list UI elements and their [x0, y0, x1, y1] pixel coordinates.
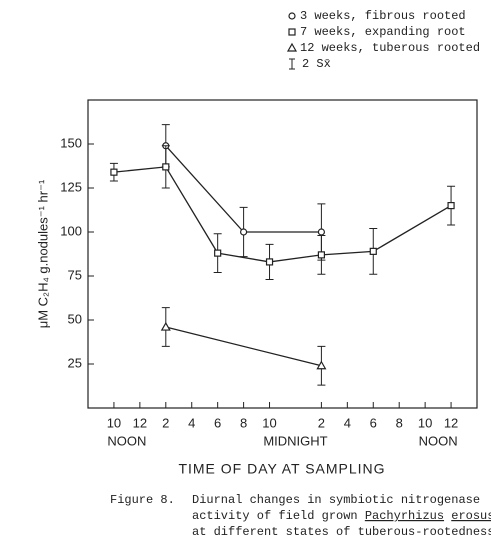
- marker: [160, 321, 171, 331]
- marker: [447, 202, 455, 210]
- marker: [240, 228, 248, 236]
- y-tick-label: 75: [68, 267, 82, 282]
- caption-line: at different states of tuberous-rootedne…: [192, 525, 491, 539]
- x-axis-label: TIME OF DAY AT SAMPLING: [178, 461, 385, 477]
- y-tick-label: 100: [60, 223, 82, 238]
- x-tick-label: 8: [240, 415, 247, 430]
- y-tick-label: 50: [68, 311, 82, 326]
- y-tick-label: 25: [68, 355, 82, 370]
- legend-label: 7 weeks, expanding root: [300, 25, 466, 39]
- marker: [369, 247, 377, 255]
- x-tick-label: 4: [344, 415, 351, 430]
- x-tick-label: 6: [214, 415, 221, 430]
- marker: [286, 42, 298, 52]
- x-tick-label: 12: [133, 415, 147, 430]
- marker: [110, 168, 118, 176]
- plot-frame: [87, 99, 478, 409]
- caption-text: [444, 509, 451, 523]
- x-tick-label: 6: [370, 415, 377, 430]
- caption-line: activity of field grown Pachyrhizus eros…: [192, 509, 491, 523]
- marker: [288, 28, 296, 36]
- x-tick-label: 2: [162, 415, 169, 430]
- caption-line: Diurnal changes in symbiotic nitrogenase: [192, 493, 480, 507]
- y-axis-label: μM C₂H₄ g.nodules⁻¹ hr⁻¹: [35, 179, 50, 328]
- marker: [317, 228, 325, 236]
- x-tick-label: 10: [418, 415, 432, 430]
- x-tick-label: 10: [262, 415, 276, 430]
- series-line: [165, 326, 322, 367]
- caption-text: activity of field grown: [192, 509, 365, 523]
- y-tick-label: 150: [60, 135, 82, 150]
- y-tick-label: 125: [60, 179, 82, 194]
- legend-label: 3 weeks, fibrous rooted: [300, 9, 466, 23]
- marker: [288, 12, 296, 20]
- x-tick-label: 4: [188, 415, 195, 430]
- legend-label: 2 Sx̄: [302, 57, 331, 71]
- x-annotation: NOON: [107, 433, 146, 448]
- x-tick-label: 10: [107, 415, 121, 430]
- marker: [317, 251, 325, 259]
- caption-text: Pachyrhizus: [365, 509, 444, 523]
- caption-text: erosus: [451, 509, 491, 523]
- x-tick-label: 2: [318, 415, 325, 430]
- x-tick-label: 8: [396, 415, 403, 430]
- marker: [214, 249, 222, 257]
- caption-text: Diurnal changes in symbiotic nitrogenase: [192, 493, 480, 507]
- legend-error-glyph: [289, 58, 295, 70]
- caption-label: Figure 8.: [110, 493, 175, 507]
- series-line: [113, 166, 452, 263]
- marker: [265, 258, 274, 266]
- x-annotation: NOON: [419, 433, 458, 448]
- marker: [162, 163, 170, 171]
- x-tick-label: 12: [444, 415, 458, 430]
- x-annotation: MIDNIGHT: [263, 433, 327, 448]
- legend-label: 12 weeks, tuberous rooted: [300, 41, 480, 55]
- caption-text: at different states of tuberous-rootedne…: [192, 525, 491, 539]
- marker: [316, 360, 327, 370]
